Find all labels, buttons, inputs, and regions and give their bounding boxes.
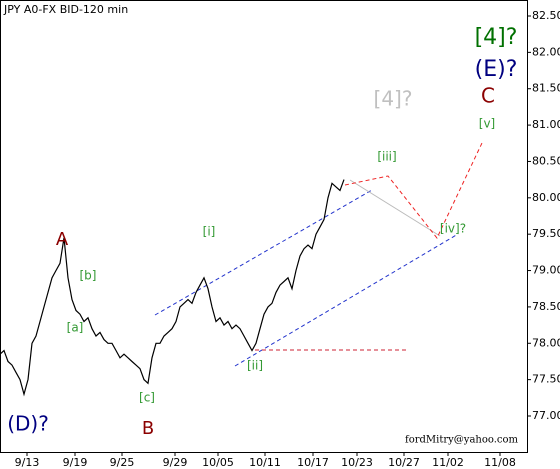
channel-upper [154,189,373,316]
wave-label: (D)? [7,412,49,436]
y-tick-label: 77.00 [532,409,560,422]
wave-label: [i] [203,225,216,239]
wave-label: [4]? [475,25,518,50]
x-tick-label: 11/08 [484,456,516,469]
y-tick-label: 82.00 [532,45,560,58]
projection-path [344,142,483,239]
wave-label: [c] [139,391,155,405]
wave-label: [a] [67,321,84,335]
y-tick-label: 77.50 [532,373,560,386]
x-tick-label: 9/19 [63,456,88,469]
y-tick-label: 79.00 [532,264,560,277]
y-tick-label: 82.50 [532,9,560,22]
wave-label: A [56,229,69,250]
x-tick-label: 9/13 [15,456,40,469]
channel-lower [234,233,459,367]
y-tick-label: 81.00 [532,118,560,131]
wave-label: [b] [80,269,97,283]
price-line [0,179,345,397]
x-tick-label: 9/25 [110,456,135,469]
y-tick-label: 80.50 [532,154,560,167]
wave-label: [iv]? [440,222,466,236]
x-tick-label: 9/29 [163,456,188,469]
wave-label: [v] [479,117,495,131]
footer: fordMitry@yahoo.com [405,435,519,446]
wave-label: (E)? [475,57,518,82]
y-tick-label: 80.00 [532,191,560,204]
projection-gray [349,179,441,237]
wave-label: B [142,418,154,439]
wave-label: [iii] [377,150,396,164]
x-tick-label: 10/27 [388,456,420,469]
y-tick-label: 81.50 [532,82,560,95]
y-tick-label: 78.50 [532,300,560,313]
wave-label: [4]? [374,87,413,111]
wave-label: C [481,84,495,108]
wave-label: [ii] [247,359,263,373]
x-tick-label: 10/11 [249,456,281,469]
x-tick-label: 10/23 [341,456,373,469]
x-tick-label: 10/05 [202,456,234,469]
x-tick-label: 10/17 [297,456,329,469]
plot-frame [0,0,528,453]
x-tick-label: 11/02 [432,456,464,469]
y-tick-label: 79.50 [532,227,560,240]
y-tick-label: 78.00 [532,336,560,349]
chart-title: JPY A0-FX BID-120 min [3,3,128,16]
